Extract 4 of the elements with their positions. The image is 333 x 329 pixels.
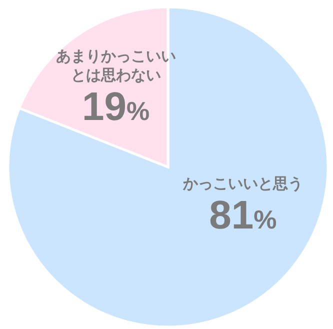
data-label: 19% bbox=[82, 85, 150, 130]
slice-label: かっこいいと思う bbox=[182, 174, 304, 194]
slice-label: あまりかっこいいとは思わない bbox=[54, 47, 177, 86]
data-label: 81% bbox=[209, 194, 277, 238]
